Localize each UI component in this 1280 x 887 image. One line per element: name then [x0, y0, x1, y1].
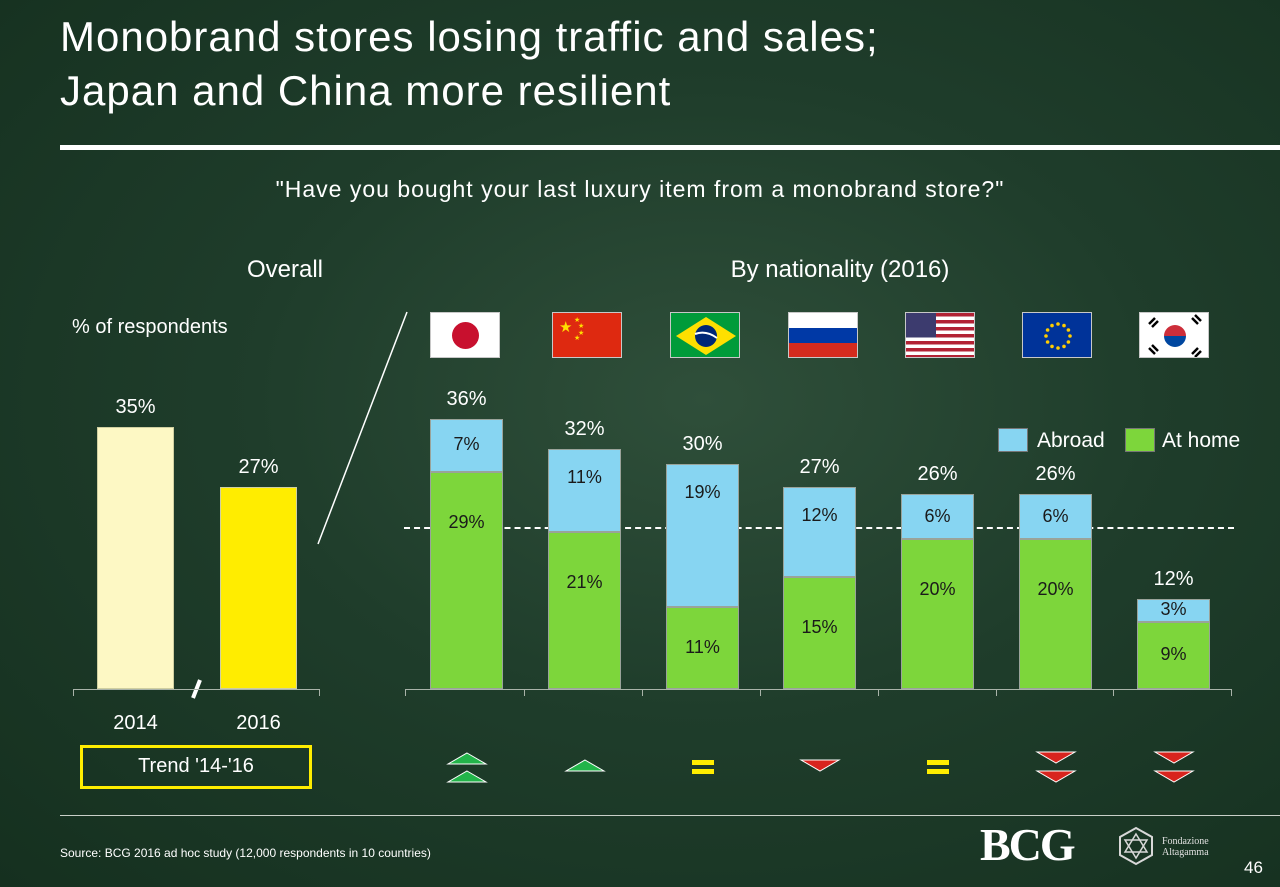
- abroad-value-label: 11%: [567, 467, 602, 487]
- bar-abroad-china: [548, 449, 621, 532]
- nationality-axis-tick: [760, 689, 761, 696]
- unit-label: % of respondents: [72, 316, 228, 338]
- abroad-value-label: 3%: [1160, 599, 1187, 620]
- source-note: Source: BCG 2016 ad hoc study (12,000 re…: [60, 846, 431, 860]
- overall-heading: Overall: [246, 256, 324, 283]
- overall-year-label: 2016: [236, 712, 281, 734]
- total-value-label: 26%: [1035, 463, 1076, 485]
- svg-text:★: ★: [574, 334, 580, 342]
- abroad-value-label: 7%: [453, 434, 480, 455]
- bcg-logo: BCG: [980, 819, 1076, 870]
- footer-divider: [60, 815, 1280, 816]
- survey-question: "Have you bought your last luxury item f…: [275, 176, 1005, 202]
- total-value-label: 12%: [1153, 568, 1194, 590]
- bar-at-home-brazil: [666, 606, 739, 689]
- at-home-value-label: 20%: [919, 579, 956, 599]
- trend-down-double-icon: [1152, 751, 1195, 783]
- trend-up-icon: [563, 759, 606, 772]
- total-value-label: 26%: [917, 463, 958, 485]
- legend-at-home-swatch: [1125, 428, 1155, 452]
- bar-abroad-russia: [783, 486, 856, 577]
- svg-text:★: ★: [578, 329, 584, 337]
- bar-abroad-usa: [901, 494, 974, 539]
- connector-line: [317, 311, 408, 545]
- total-value-label: 32%: [564, 418, 605, 440]
- overall-year-label: 2014: [113, 712, 158, 734]
- trend-up-double-icon: [445, 752, 488, 783]
- trend-down-icon: [798, 759, 841, 772]
- bar-abroad-japan: [430, 419, 503, 472]
- total-value-label: 36%: [446, 388, 487, 410]
- at-home-value-label: 15%: [801, 616, 838, 637]
- svg-text:★: ★: [574, 316, 580, 324]
- title-divider: [60, 145, 1280, 150]
- bar-at-home-china: [548, 531, 621, 689]
- nationality-axis-tick: [996, 689, 997, 696]
- overall-value-label: 35%: [115, 395, 156, 418]
- nationality-axis-tick: [878, 689, 879, 696]
- trend-equal-icon: [691, 760, 714, 774]
- abroad-value-label: 12%: [801, 504, 838, 525]
- nationality-axis-tick: [524, 689, 525, 696]
- at-home-value-label: 11%: [685, 636, 720, 657]
- total-value-label: 30%: [682, 433, 723, 455]
- at-home-value-label: 20%: [1037, 579, 1074, 599]
- bar-abroad-korea: [1137, 599, 1210, 622]
- bar-at-home-korea: [1137, 621, 1210, 689]
- trend-equal-icon: [926, 760, 949, 774]
- svg-text:★: ★: [578, 322, 584, 330]
- nationality-baseline: [405, 689, 1231, 690]
- overall-baseline: [73, 689, 319, 690]
- bar-abroad-brazil: [666, 464, 739, 607]
- japan-flag-icon: [430, 312, 500, 358]
- total-value-label: 27%: [799, 455, 840, 478]
- at-home-value-label: 21%: [566, 571, 603, 592]
- bar-abroad-eu: [1019, 494, 1092, 539]
- page-number: 46: [1244, 858, 1263, 877]
- legend-abroad-swatch: [998, 428, 1028, 452]
- at-home-value-label: 9%: [1160, 644, 1187, 665]
- abroad-value-label: 19%: [684, 482, 721, 502]
- overall-axis-tick: [319, 689, 320, 696]
- svg-text:★: ★: [559, 318, 572, 336]
- overall-axis-tick: [73, 689, 74, 696]
- nationality-heading: By nationality (2016): [730, 256, 950, 283]
- bar-at-home-eu: [1019, 539, 1092, 689]
- brazil-flag-icon: [670, 312, 740, 358]
- overall-bar-2016: [220, 486, 297, 689]
- abroad-value-label: 6%: [1042, 505, 1069, 526]
- fondazione-logo-text: Fondazione Altagamma: [1162, 836, 1209, 858]
- nationality-axis-tick: [1231, 689, 1232, 696]
- bar-at-home-russia: [783, 576, 856, 689]
- trend-down-double-icon: [1034, 751, 1077, 783]
- usa-flag-icon: [905, 312, 975, 358]
- trend-box: [80, 745, 312, 789]
- abroad-value-label: 6%: [924, 505, 951, 526]
- korea-flag-icon: [1139, 312, 1209, 358]
- fondazione-logo-icon: [1119, 826, 1153, 866]
- overall-bar-2014: [97, 426, 174, 689]
- at-home-value-label: 29%: [448, 511, 485, 532]
- nationality-axis-tick: [405, 689, 406, 696]
- page-title: Monobrand stores losing traffic and sale…: [60, 13, 879, 114]
- bar-at-home-usa: [901, 539, 974, 689]
- eu-flag-icon: [1022, 312, 1092, 358]
- nationality-axis-tick: [642, 689, 643, 696]
- trend-label: Trend '14-'16: [138, 755, 254, 777]
- overall-value-label: 27%: [238, 455, 279, 478]
- legend-at-home-label: At home: [1162, 429, 1241, 452]
- legend-abroad-label: Abroad: [1037, 429, 1105, 452]
- china-flag-icon: ★ ★ ★ ★ ★: [552, 312, 622, 358]
- russia-flag-icon: [788, 312, 858, 358]
- nationality-axis-tick: [1113, 689, 1114, 696]
- bar-at-home-japan: [430, 471, 503, 689]
